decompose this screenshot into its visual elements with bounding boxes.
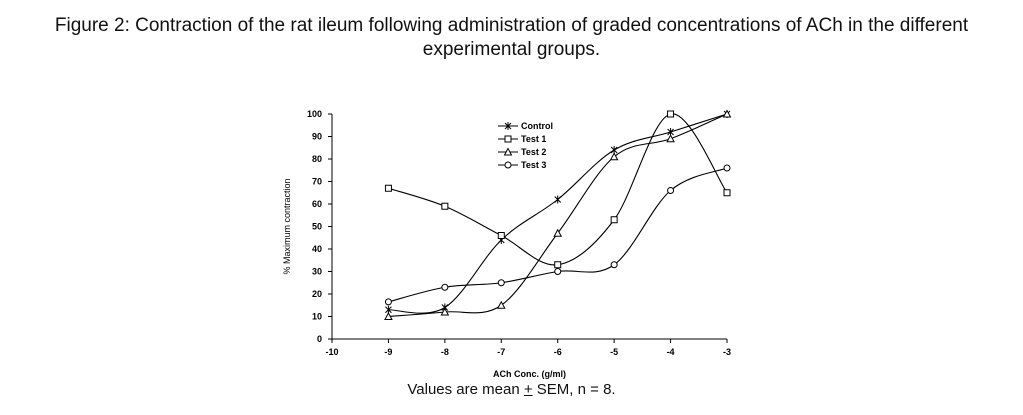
data-point-test-1: [723, 189, 731, 197]
data-point-test-2: [666, 134, 675, 143]
legend-marker: [504, 122, 512, 130]
data-point-test-2: [384, 311, 393, 320]
data-point-test-3: [667, 187, 675, 194]
y-tick-label: 20: [312, 289, 322, 299]
x-tick-label: -3: [723, 347, 731, 357]
data-point-test-1: [554, 261, 562, 269]
data-point-test-3: [554, 268, 562, 275]
data-point-test-1: [441, 202, 449, 210]
y-tick-label: 70: [312, 177, 322, 187]
y-tick-label: 0: [317, 334, 322, 344]
data-point-control: [554, 195, 562, 204]
data-point-test-2: [722, 109, 732, 118]
legend-label: Test 2: [521, 147, 546, 157]
x-tick-label: -8: [441, 347, 449, 357]
data-point-test-2: [553, 228, 563, 237]
legend-marker: [504, 161, 512, 169]
data-point-test-3: [441, 283, 449, 291]
data-point-test-1: [667, 110, 675, 118]
figure-title: Figure 2: Contraction of the rat ileum f…: [0, 14, 1023, 62]
data-point-test-2: [440, 307, 450, 316]
series-line-control: [388, 113, 728, 314]
x-tick-label: -4: [667, 347, 675, 357]
y-tick-label: 40: [312, 244, 322, 254]
legend-label: Control: [521, 121, 553, 131]
figure-footnote: Values are mean + SEM, n = 8.: [0, 381, 1023, 398]
footnote-prefix: Values are mean: [407, 381, 524, 398]
x-tick-label: -5: [610, 347, 618, 357]
legend-label: Test 1: [521, 134, 546, 144]
y-tick-label: 80: [312, 154, 322, 164]
x-tick-label: -7: [497, 347, 505, 357]
data-point-test-3: [497, 279, 505, 287]
data-point-test-1: [610, 216, 618, 224]
x-axis-label: ACh Conc. (g/ml): [493, 369, 566, 379]
legend-marker: [504, 135, 512, 143]
x-tick-label: -6: [554, 347, 562, 357]
data-point-test-2: [609, 152, 619, 161]
data-point-test-2: [496, 300, 506, 309]
footnote-plusminus: +: [523, 381, 533, 398]
legend-marker: [503, 147, 513, 156]
figure-title-line1: Figure 2: Contraction of the rat ileum f…: [54, 15, 969, 36]
y-tick-label: 10: [312, 312, 322, 322]
data-point-test-3: [384, 298, 392, 306]
data-point-test-3: [723, 164, 731, 172]
data-point-test-1: [497, 232, 505, 239]
x-tick-label: -9: [384, 347, 392, 357]
y-axis-label: % Maximum contraction: [282, 178, 292, 274]
data-point-test-3: [610, 261, 618, 269]
x-tick-label: -10: [325, 347, 338, 357]
data-point-test-1: [384, 184, 392, 192]
y-tick-label: 60: [312, 199, 322, 209]
y-tick-label: 100: [307, 109, 322, 119]
y-tick-label: 90: [312, 132, 322, 142]
y-tick-label: 30: [312, 267, 322, 277]
figure-title-line2: experimental groups.: [422, 39, 601, 60]
footnote-suffix: SEM, n = 8.: [532, 381, 616, 398]
legend-label: Test 3: [521, 160, 546, 170]
y-tick-label: 50: [312, 222, 322, 232]
series-line-test-2: [388, 113, 728, 318]
